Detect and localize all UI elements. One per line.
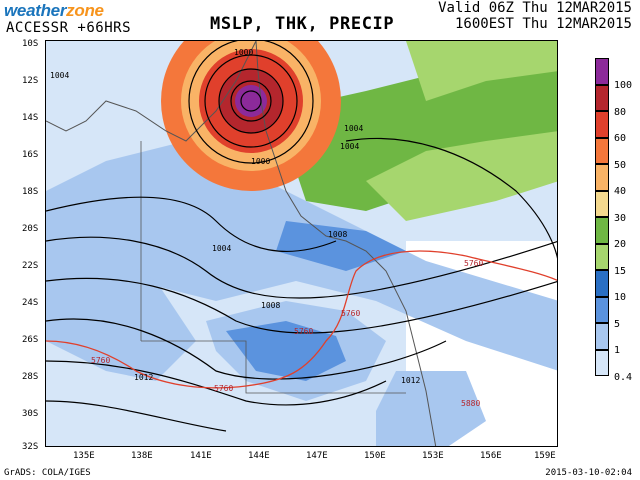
isobar <box>46 277 557 334</box>
isobar-label: 1008 <box>261 301 280 310</box>
colorbar-level-label: 15 <box>614 265 627 277</box>
isobar <box>46 318 447 380</box>
colorbar-swatch <box>595 164 609 191</box>
state-border-qld-sa <box>141 340 406 394</box>
lon-label: 138E <box>131 451 153 461</box>
isobar-label: 1004 <box>50 71 69 80</box>
colorbar-swatch <box>595 243 609 270</box>
lat-label: 20S <box>22 224 39 234</box>
brand-zone: zone <box>66 1 104 20</box>
valid-time-local: 1600EST Thu 12MAR2015 <box>454 16 632 32</box>
weatherzone-logo: weatherzone <box>4 1 104 21</box>
isobar-label: 1008 <box>328 230 347 239</box>
footer-timestamp: 2015-03-10-02:04 <box>545 468 632 478</box>
lat-label: 24S <box>22 298 39 308</box>
lon-label: 147E <box>306 451 328 461</box>
lon-label: 156E <box>480 451 502 461</box>
thickness-label: 5760 <box>464 259 483 268</box>
colorbar-swatch <box>595 111 609 138</box>
isobar <box>46 236 557 299</box>
colorbar-swatch <box>595 190 609 217</box>
lat-label: 32S <box>22 442 39 452</box>
lat-label: 14S <box>22 113 39 123</box>
lat-label: 30S <box>22 409 39 419</box>
colorbar-level-label: 80 <box>614 106 627 118</box>
footer-credit: GrADS: COLA/IGES <box>4 468 91 478</box>
thickness-label: 5880 <box>461 399 480 408</box>
precip-inland-core <box>226 321 346 381</box>
thickness-label: 5760 <box>294 327 313 336</box>
isobar <box>46 196 337 252</box>
colorbar-swatch <box>595 349 609 376</box>
brand-weather: weather <box>4 1 67 20</box>
valid-time-utc: Valid 06Z Thu 12MAR2015 <box>438 0 632 16</box>
colorbar-swatch <box>595 84 609 111</box>
lon-label: 135E <box>73 451 95 461</box>
precip-band-west <box>46 251 196 381</box>
colorbar-level-label: 20 <box>614 239 627 250</box>
lon-label: 141E <box>190 451 212 461</box>
precip-south <box>376 371 486 446</box>
lat-label: 18S <box>22 187 39 197</box>
isobar-label: 1012 <box>134 373 153 382</box>
colorbar-level-label: 30 <box>614 212 627 224</box>
lat-label: 22S <box>22 261 39 271</box>
chart-title: MSLP, THK, PRECIP <box>210 14 395 34</box>
lat-label: 10S <box>22 39 39 49</box>
colorbar-level-label: 0.4 <box>614 371 633 383</box>
colorbar-level-label: 100 <box>614 80 633 91</box>
colorbar-level-label: 60 <box>614 133 627 144</box>
lon-label: 144E <box>248 451 270 461</box>
colorbar-level-label: 10 <box>614 292 627 303</box>
isobar-label: 1004 <box>344 124 363 133</box>
isobar <box>188 41 314 164</box>
valid-time: Valid 06Z Thu 12MAR2015 1600EST Thu 12MA… <box>438 0 632 32</box>
thickness-label: 5760 <box>214 384 233 393</box>
colorbar-level-label: 5 <box>614 318 621 330</box>
precip-north-sea <box>406 41 557 101</box>
cyclone-eye <box>235 85 267 117</box>
isobar <box>230 80 272 122</box>
isobar-label: 1004 <box>212 244 231 253</box>
thickness-label: 5760 <box>341 309 360 318</box>
model-run-label: ACCESSR +66HRS <box>6 20 132 36</box>
coastline-northeast <box>255 41 437 446</box>
isobar <box>46 400 227 432</box>
isobar <box>46 360 387 406</box>
isobar-label: 1000 <box>234 48 253 57</box>
colorbar-swatch <box>595 137 609 164</box>
lon-label: 153E <box>422 451 444 461</box>
isobar <box>240 90 262 112</box>
colorbar-swatch <box>595 217 609 244</box>
coastline-gulf <box>46 41 257 142</box>
thickness-5760-line <box>46 250 557 389</box>
lon-label: 150E <box>364 451 386 461</box>
colorbar-level-label: 40 <box>614 186 627 197</box>
isobars <box>46 41 557 432</box>
lat-label: 12S <box>22 76 39 86</box>
isobar-label: 1012 <box>401 376 420 385</box>
isobar <box>204 54 298 148</box>
isobar <box>218 68 284 134</box>
colorbar-swatch <box>595 58 609 85</box>
colorbar-level-label: 50 <box>614 159 627 171</box>
colorbar-swatch <box>595 270 609 297</box>
isobar-label: 1000 <box>251 157 270 166</box>
lat-label: 26S <box>22 335 39 345</box>
isobar <box>345 137 557 260</box>
colorbar-level-label: 1 <box>614 345 621 356</box>
isobar-label: 1004 <box>340 142 359 151</box>
lon-label: 159E <box>534 451 556 461</box>
colorbar-swatch <box>595 296 609 323</box>
precip-green-pale <box>366 131 557 221</box>
lat-label: 16S <box>22 150 39 160</box>
thickness-label: 5760 <box>91 356 110 365</box>
lat-label: 28S <box>22 372 39 382</box>
forecast-map: 1000 1004 1004 1004 1000 1004 1008 1008 … <box>45 40 558 447</box>
precip-colorbar <box>595 58 609 376</box>
colorbar-swatch <box>595 323 609 350</box>
